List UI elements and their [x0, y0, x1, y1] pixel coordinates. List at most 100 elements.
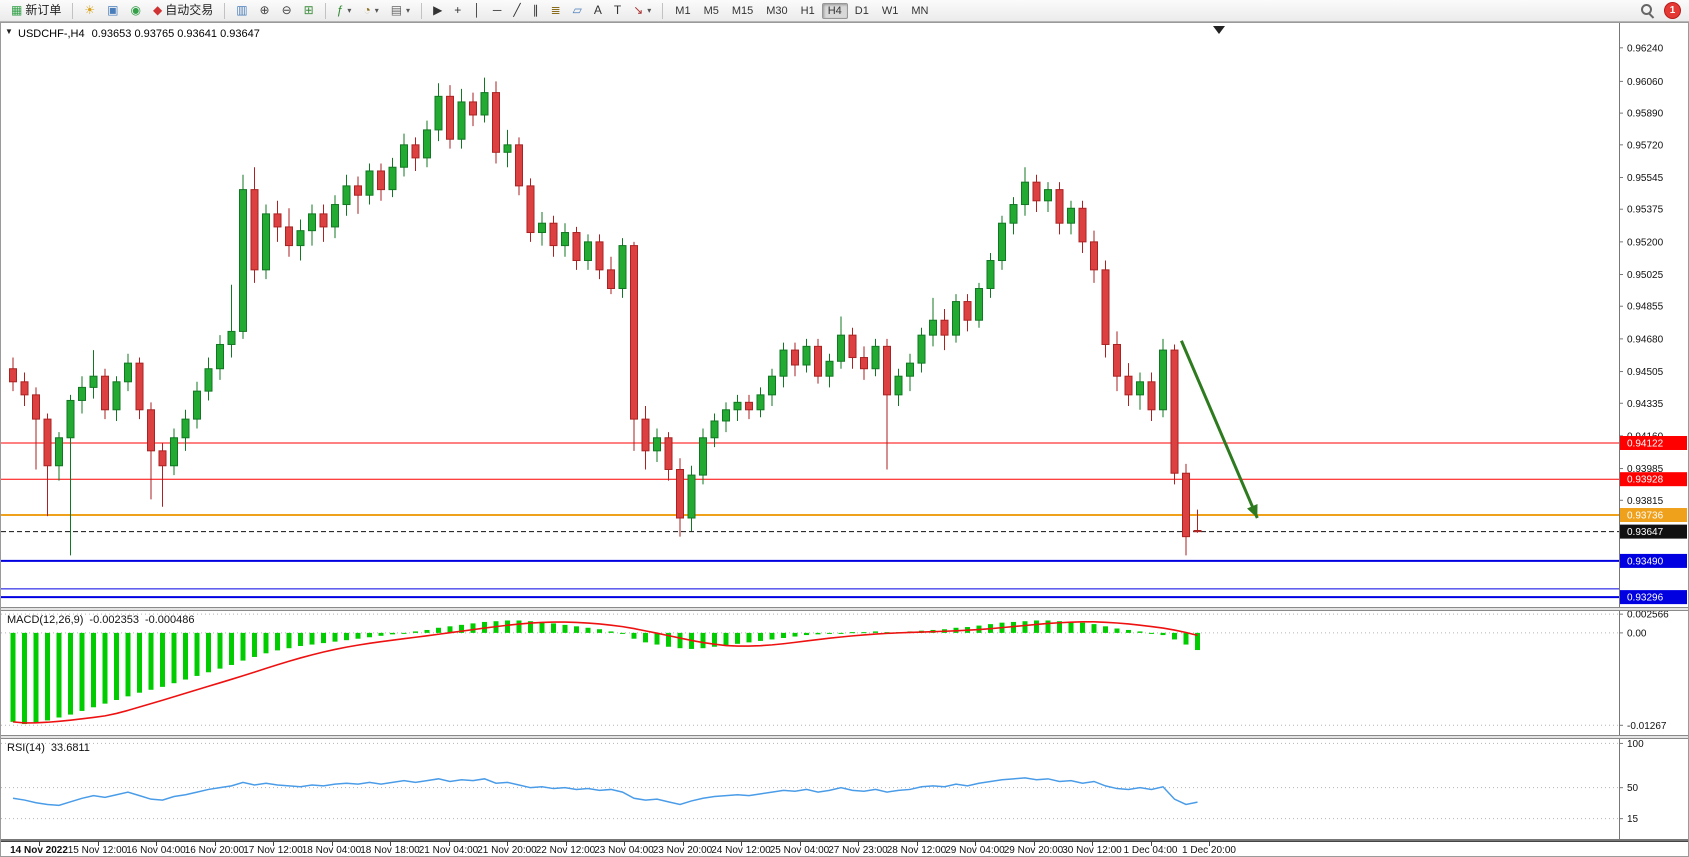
- time-axis[interactable]: 14 Nov 2022 15 Nov 12:00 16 Nov 04:00 16 No…: [1, 841, 1688, 856]
- templates-icon[interactable]: ▤ ▾: [386, 0, 415, 21]
- notification-badge[interactable]: 1: [1664, 2, 1681, 19]
- candle: [55, 437, 63, 467]
- rsi-line: [12, 777, 1198, 807]
- svg-text:15: 15: [1627, 814, 1639, 825]
- shapes-icon: ▱: [572, 3, 582, 17]
- candle: [595, 241, 604, 271]
- time-tick: [97, 842, 99, 846]
- zoom-in-icon[interactable]: ⊕: [255, 0, 275, 21]
- time-axis-label: 21 Nov 04:00: [418, 845, 479, 856]
- macd-pane[interactable]: 0.002566 0.00 -0.01267 MACD(12,26,9) -0.00…: [1, 611, 1688, 735]
- candle: [1136, 381, 1144, 396]
- candle: [181, 418, 190, 439]
- periods-icon[interactable]: ◔ ▾: [358, 0, 383, 21]
- time-axis-label: 29 Nov 20:00: [1003, 845, 1064, 856]
- candle: [722, 409, 730, 422]
- time-tick: [390, 842, 391, 846]
- price-tag: [1620, 508, 1687, 523]
- time-tick: [214, 842, 216, 846]
- time-axis-label: 23 Nov 20:00: [652, 845, 713, 856]
- arrows-icon[interactable]: ↘ ▾: [628, 0, 656, 21]
- candle: [894, 375, 903, 396]
- text-label-icon[interactable]: T: [609, 0, 626, 21]
- arrows-icon: ↘: [633, 3, 644, 17]
- timeframe-m15[interactable]: M15: [731, 4, 754, 17]
- crosshair-icon: +: [454, 3, 462, 17]
- candle: [653, 437, 661, 452]
- timeframe-m30[interactable]: M30: [766, 4, 788, 17]
- horizontal-line-icon[interactable]: ─: [488, 0, 507, 21]
- cursor-icon[interactable]: ▶: [428, 0, 447, 21]
- candle: [9, 368, 17, 383]
- candle: [871, 345, 880, 370]
- time-tick: [799, 842, 801, 846]
- time-tick: [624, 842, 625, 846]
- chart-shift-marker[interactable]: [1213, 26, 1225, 34]
- svg-text:0.93985: 0.93985: [1627, 464, 1664, 475]
- headset-icon[interactable]: ◉: [125, 0, 145, 21]
- candle: [986, 260, 995, 290]
- candle: [699, 437, 707, 476]
- timeframe-m1[interactable]: M1: [675, 4, 691, 17]
- time-tick: [273, 842, 274, 846]
- time-tick: [331, 842, 333, 846]
- horizontal-lines[interactable]: [1, 442, 1619, 599]
- indicators-icon: ƒ: [336, 3, 344, 17]
- candle: [1067, 207, 1075, 224]
- candle: [1170, 349, 1179, 474]
- timeframe-mn[interactable]: MN: [911, 4, 929, 17]
- indicators-icon[interactable]: ƒ ▾: [332, 0, 357, 21]
- candle: [687, 474, 696, 519]
- dropdown-caret-icon: ▾: [347, 6, 352, 15]
- trend-arrow[interactable]: [1180, 340, 1259, 519]
- candle: [814, 345, 822, 377]
- time-axis-label: 1 Dec 20:00: [1182, 845, 1236, 856]
- zoom-out-icon[interactable]: ⊖: [277, 0, 297, 21]
- vertical-line-icon[interactable]: │: [468, 0, 486, 21]
- search-icon[interactable]: [1640, 3, 1655, 18]
- pane-splitter[interactable]: [1, 839, 1688, 841]
- pane-splitter[interactable]: [1, 735, 1688, 739]
- svg-text:50: 50: [1627, 783, 1639, 794]
- price-chart-pane[interactable]: 0.96240 0.96060 0.95890 0.95720 0.95545 0.953…: [1, 23, 1688, 607]
- candle: [952, 301, 960, 336]
- new-order-button[interactable]: ▦ 新订单: [6, 0, 66, 21]
- timeframe-d1[interactable]: D1: [854, 4, 869, 17]
- time-tick: [1209, 842, 1210, 846]
- fibonacci-icon[interactable]: ≣: [546, 0, 566, 21]
- templates-icon: ▤: [390, 3, 403, 17]
- text-icon[interactable]: A: [589, 0, 607, 21]
- candle: [285, 226, 293, 247]
- lightbulb-icon[interactable]: ☀: [79, 0, 100, 21]
- candle: [940, 319, 949, 336]
- one-click-trading-toggle[interactable]: [5, 27, 13, 36]
- autotrading-button[interactable]: ◆ 自动交易: [148, 0, 218, 21]
- pane-splitter[interactable]: [1, 607, 1688, 611]
- time-axis-label: 23 Nov 04:00: [594, 845, 654, 856]
- svg-text:0.93647: 0.93647: [1627, 527, 1664, 538]
- timeframe-m5[interactable]: M5: [703, 4, 719, 17]
- shapes-icon[interactable]: ▱: [568, 0, 587, 21]
- rsi-pane[interactable]: 100 50 15 RSI(14) 33.6811: [1, 739, 1688, 839]
- headset-icon: ◉: [130, 3, 141, 17]
- tile-windows-icon[interactable]: ⊞: [299, 0, 319, 21]
- time-tick: [507, 842, 508, 846]
- timeframe-h1[interactable]: H1: [800, 4, 815, 17]
- candle: [227, 330, 236, 345]
- candle: [89, 375, 98, 388]
- time-axis-label: 16 Nov 20:00: [184, 845, 245, 856]
- chart-window-icon[interactable]: ▣: [102, 0, 123, 21]
- candle: [503, 144, 512, 153]
- bar-chart-icon[interactable]: ▥: [231, 0, 252, 21]
- timeframe-h4[interactable]: H4: [821, 2, 848, 19]
- timeframe-w1[interactable]: W1: [881, 4, 899, 17]
- channel-icon[interactable]: ∥: [528, 0, 544, 21]
- trendline-icon[interactable]: ╱: [508, 0, 525, 21]
- candle: [1113, 343, 1121, 377]
- candle: [975, 288, 983, 321]
- candle: [423, 129, 431, 159]
- candle: [515, 144, 523, 187]
- crosshair-icon[interactable]: +: [449, 0, 466, 21]
- ohlc-values: 0.93653 0.93765 0.93641 0.93647: [91, 28, 260, 40]
- candle: [469, 101, 477, 116]
